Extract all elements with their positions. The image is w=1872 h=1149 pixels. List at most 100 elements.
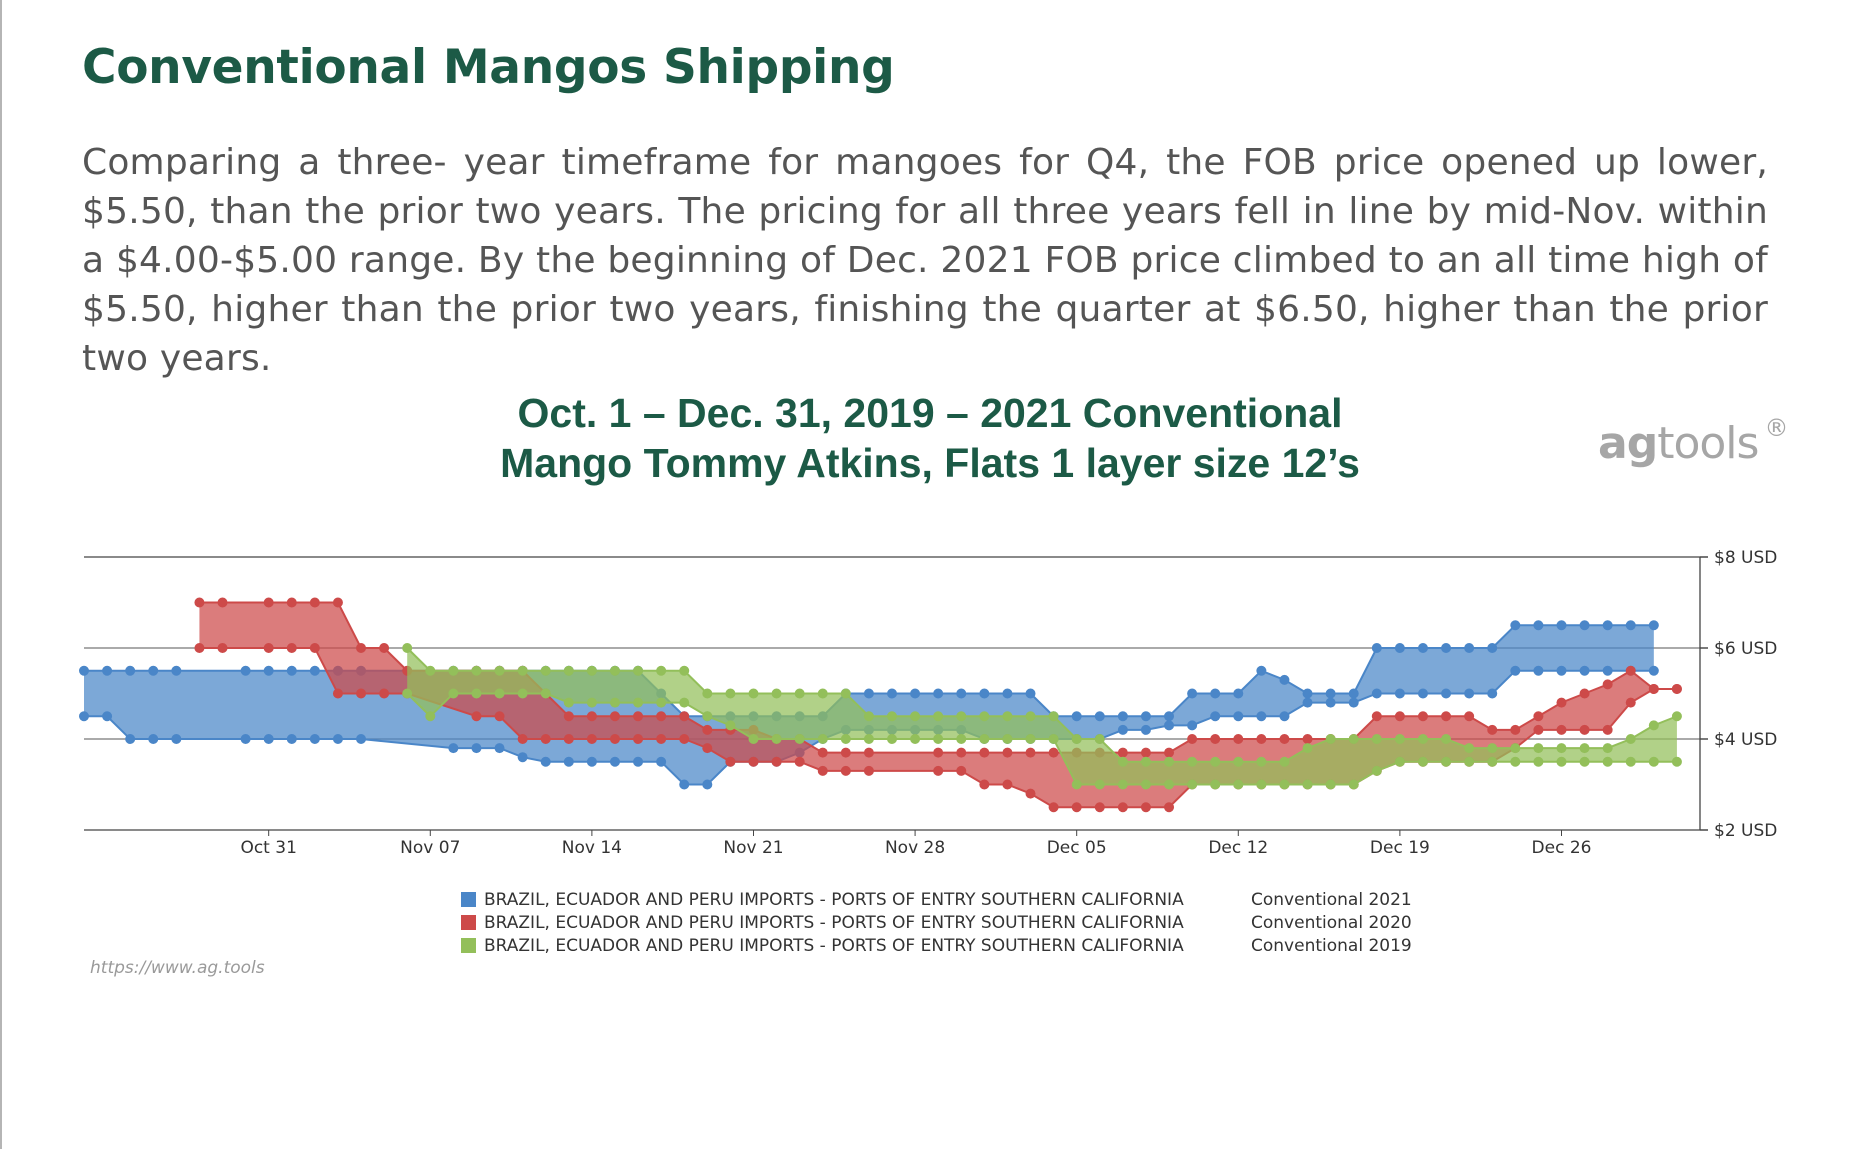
data-point-high xyxy=(933,688,944,699)
data-point-high xyxy=(1464,711,1475,722)
chart-title-line-2: Mango Tommy Atkins, Flats 1 layer size 1… xyxy=(500,440,1360,486)
data-point-low xyxy=(748,756,759,767)
data-point-high xyxy=(1210,756,1221,767)
data-point-high xyxy=(863,711,874,722)
data-point-high xyxy=(1556,697,1567,708)
data-point-low xyxy=(1441,688,1452,699)
data-point-low xyxy=(563,756,574,767)
y-tick-label: $6 USD xyxy=(1714,639,1777,659)
x-tick-label: Oct 31 xyxy=(240,838,296,858)
data-point-low xyxy=(1187,779,1198,790)
data-point-low xyxy=(1140,724,1151,735)
data-point-high xyxy=(1394,711,1405,722)
data-point-low xyxy=(1233,779,1244,790)
data-point-low xyxy=(1140,779,1151,790)
x-tick-label: Nov 14 xyxy=(562,838,622,858)
data-point-low xyxy=(1164,720,1175,731)
data-point-high xyxy=(1348,734,1359,744)
data-point-high xyxy=(979,747,990,758)
data-point-high xyxy=(840,688,851,699)
data-point-low xyxy=(1071,802,1082,813)
data-point-low xyxy=(586,756,597,767)
data-point-high xyxy=(194,597,205,608)
data-point-high xyxy=(1325,734,1336,744)
data-point-high xyxy=(1025,747,1036,758)
data-point-high xyxy=(1071,711,1082,722)
data-point-high xyxy=(332,597,343,608)
data-point-low xyxy=(840,734,851,744)
data-point-low xyxy=(517,752,528,763)
data-point-high xyxy=(1279,756,1290,767)
data-point-high xyxy=(586,665,597,676)
data-point-high xyxy=(910,688,921,699)
data-point-high xyxy=(1417,711,1428,722)
data-point-low xyxy=(1533,665,1544,676)
data-point-high xyxy=(1002,747,1013,758)
legend-label: BRAZIL, ECUADOR AND PERU IMPORTS - PORTS… xyxy=(484,936,1184,956)
x-tick-label: Dec 19 xyxy=(1370,838,1430,858)
data-point-high xyxy=(956,747,967,758)
data-point-low xyxy=(1556,665,1567,676)
data-point-low xyxy=(794,756,805,767)
data-point-high xyxy=(1533,743,1544,754)
data-point-high xyxy=(1510,743,1521,754)
data-point-high xyxy=(1648,720,1659,731)
data-point-low xyxy=(240,734,251,744)
data-point-low xyxy=(379,688,390,699)
data-point-high xyxy=(1348,688,1359,699)
data-point-low xyxy=(171,734,182,744)
data-point-low xyxy=(1279,711,1290,722)
data-point-high xyxy=(494,665,505,676)
data-point-high xyxy=(402,643,413,653)
data-point-high xyxy=(1556,743,1567,754)
data-point-high xyxy=(1279,674,1290,685)
data-point-low xyxy=(540,756,551,767)
data-point-low xyxy=(1625,756,1636,767)
data-point-high xyxy=(1487,643,1498,653)
data-point-low xyxy=(1371,688,1382,699)
legend-series-name: Conventional 2021 xyxy=(1251,890,1412,910)
data-point-high xyxy=(1210,688,1221,699)
data-point-low xyxy=(979,734,990,744)
data-point-low xyxy=(679,779,690,790)
data-point-high xyxy=(1256,756,1267,767)
data-point-high xyxy=(1233,688,1244,699)
data-point-low xyxy=(471,743,482,754)
data-point-low xyxy=(125,734,136,744)
data-point-high xyxy=(1117,747,1128,758)
data-point-low xyxy=(1579,724,1590,735)
data-point-high xyxy=(771,688,782,699)
data-point-high xyxy=(656,665,667,676)
data-point-high xyxy=(1002,711,1013,722)
data-point-low xyxy=(286,734,297,744)
data-point-low xyxy=(79,711,89,722)
data-point-low xyxy=(425,711,436,722)
data-point-high xyxy=(79,665,89,676)
data-point-low xyxy=(1187,720,1198,731)
data-point-high xyxy=(1625,620,1636,631)
data-point-low xyxy=(1510,756,1521,767)
data-point-high xyxy=(471,665,482,676)
legend-label: BRAZIL, ECUADOR AND PERU IMPORTS - PORTS… xyxy=(484,890,1184,910)
data-point-high xyxy=(1441,711,1452,722)
x-tick-label: Dec 12 xyxy=(1208,838,1268,858)
logo-tools-text: tools xyxy=(1657,418,1759,469)
data-point-high xyxy=(1164,747,1175,758)
data-point-high xyxy=(286,597,297,608)
data-point-high xyxy=(1325,688,1336,699)
data-point-low xyxy=(933,765,944,776)
data-point-low xyxy=(563,734,574,744)
data-point-low xyxy=(840,765,851,776)
data-point-high xyxy=(1117,711,1128,722)
data-point-high xyxy=(1302,743,1313,754)
data-point-low xyxy=(217,643,228,653)
data-point-high xyxy=(887,688,897,699)
data-point-low xyxy=(1279,779,1290,790)
data-point-low xyxy=(286,643,297,653)
data-point-high xyxy=(563,711,574,722)
data-point-low xyxy=(1464,756,1475,767)
data-point-high xyxy=(725,688,736,699)
data-point-low xyxy=(1602,724,1613,735)
data-point-low xyxy=(148,734,159,744)
data-point-low xyxy=(679,697,690,708)
